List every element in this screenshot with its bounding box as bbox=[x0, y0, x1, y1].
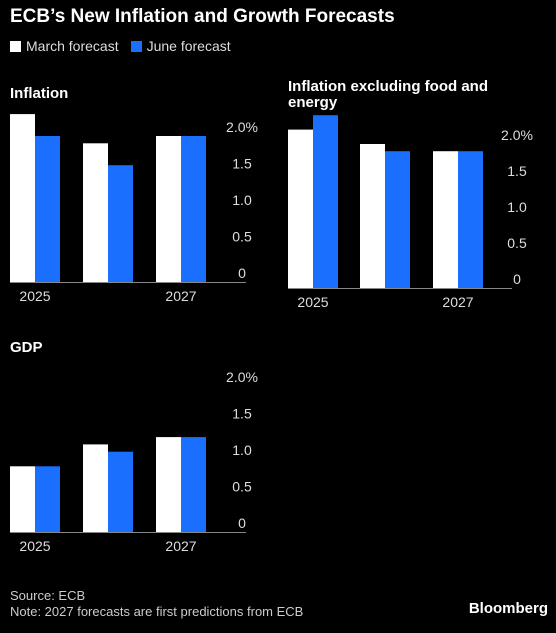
bar-2026-june bbox=[385, 151, 410, 288]
footnote: Note: 2027 forecasts are first predictio… bbox=[10, 604, 304, 619]
legend: March forecast June forecast bbox=[10, 38, 243, 54]
bar-2025-march bbox=[10, 466, 35, 532]
gdp-chart: 2.0% 1.5 1.0 0.5 0 2025 2027 bbox=[10, 369, 258, 554]
bar-2026-june bbox=[108, 165, 133, 282]
y-tick-label: 2.0% bbox=[226, 369, 258, 385]
y-tick-label: 1.5 bbox=[232, 156, 252, 172]
panel-title-inflation: Inflation bbox=[10, 85, 69, 102]
bar-2026-march bbox=[360, 144, 385, 288]
x-tick-label: 2025 bbox=[19, 288, 50, 304]
bar-2027-march bbox=[433, 151, 458, 288]
bar-2025-march bbox=[288, 129, 313, 288]
y-tick-label: 1.0 bbox=[232, 192, 252, 208]
bar-2026-march bbox=[83, 143, 108, 282]
legend-swatch-june bbox=[130, 40, 142, 52]
chart-title: ECB’s New Inflation and Growth Forecasts bbox=[10, 6, 395, 27]
panel-title-gdp: GDP bbox=[10, 339, 43, 356]
legend-item-march: March forecast bbox=[10, 38, 119, 54]
bloomberg-logo: Bloomberg bbox=[468, 600, 548, 617]
x-tick-label: 2027 bbox=[165, 288, 196, 304]
x-tick-label: 2025 bbox=[19, 538, 50, 554]
core-inflation-chart: 2.0% 1.5 1.0 0.5 0 2025 2027 bbox=[288, 115, 533, 310]
inflation-chart: 2.0% 1.5 1.0 0.5 0 2025 2027 bbox=[10, 114, 258, 304]
x-tick-label: 2025 bbox=[297, 294, 328, 310]
bar-2026-june bbox=[108, 451, 133, 532]
bar-2027-june bbox=[181, 437, 206, 532]
bar-2025-march bbox=[10, 114, 35, 282]
y-tick-label: 0 bbox=[513, 271, 521, 287]
bar-2026-march bbox=[83, 444, 108, 532]
y-tick-label: 0 bbox=[238, 265, 246, 281]
y-tick-label: 1.0 bbox=[232, 442, 252, 458]
bar-2025-june bbox=[35, 136, 60, 282]
legend-swatch-march bbox=[10, 40, 21, 52]
y-tick-label: 1.5 bbox=[507, 163, 527, 179]
y-tick-label: 0.5 bbox=[507, 235, 527, 251]
legend-item-june: June forecast bbox=[130, 38, 231, 54]
bar-2027-march bbox=[156, 437, 181, 532]
bar-2025-june bbox=[313, 115, 338, 288]
bar-2027-june bbox=[458, 151, 483, 288]
bar-2027-march bbox=[156, 136, 181, 282]
y-tick-label: 1.0 bbox=[507, 199, 527, 215]
x-tick-label: 2027 bbox=[165, 538, 196, 554]
bar-2027-june bbox=[181, 136, 206, 282]
legend-label-march: March forecast bbox=[26, 38, 119, 54]
y-tick-label: 0 bbox=[238, 515, 246, 531]
source-note: Source: ECB bbox=[10, 588, 86, 603]
bar-2025-june bbox=[35, 466, 60, 532]
y-tick-label: 2.0% bbox=[226, 119, 258, 135]
y-tick-label: 0.5 bbox=[232, 479, 252, 495]
y-tick-label: 1.5 bbox=[232, 406, 252, 422]
y-tick-label: 0.5 bbox=[232, 229, 252, 245]
legend-label-june: June forecast bbox=[146, 38, 231, 54]
y-tick-label: 2.0% bbox=[501, 127, 533, 143]
x-tick-label: 2027 bbox=[442, 294, 473, 310]
panel-title-core-inflation: Inflation excluding food and energy bbox=[288, 78, 488, 111]
